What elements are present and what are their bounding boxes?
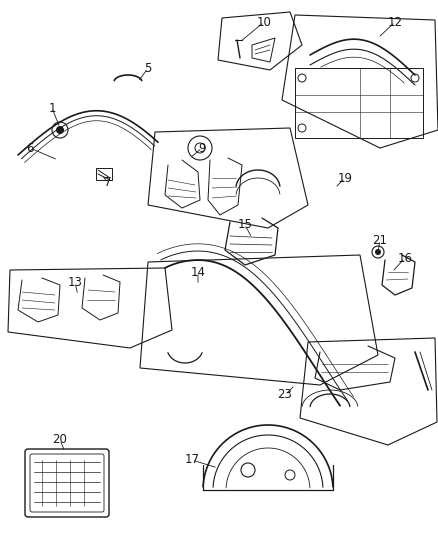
Text: 10: 10 [256,15,271,28]
Text: 14: 14 [190,265,205,279]
Text: 23: 23 [277,389,292,401]
Text: 12: 12 [387,15,402,28]
Text: 7: 7 [104,176,112,190]
Text: 9: 9 [198,141,205,155]
Text: 21: 21 [372,233,387,246]
Text: 19: 19 [337,172,352,184]
Text: 1: 1 [48,101,56,115]
Text: 17: 17 [184,454,199,466]
Text: 5: 5 [144,61,152,75]
Bar [96,168,112,180]
Text: 15: 15 [237,219,252,231]
Bar [294,68,422,138]
Text: 16: 16 [396,252,412,264]
Text: 6: 6 [26,141,34,155]
Circle shape [374,249,380,254]
Text: 13: 13 [67,277,82,289]
Circle shape [57,126,64,133]
Text: 20: 20 [53,433,67,447]
